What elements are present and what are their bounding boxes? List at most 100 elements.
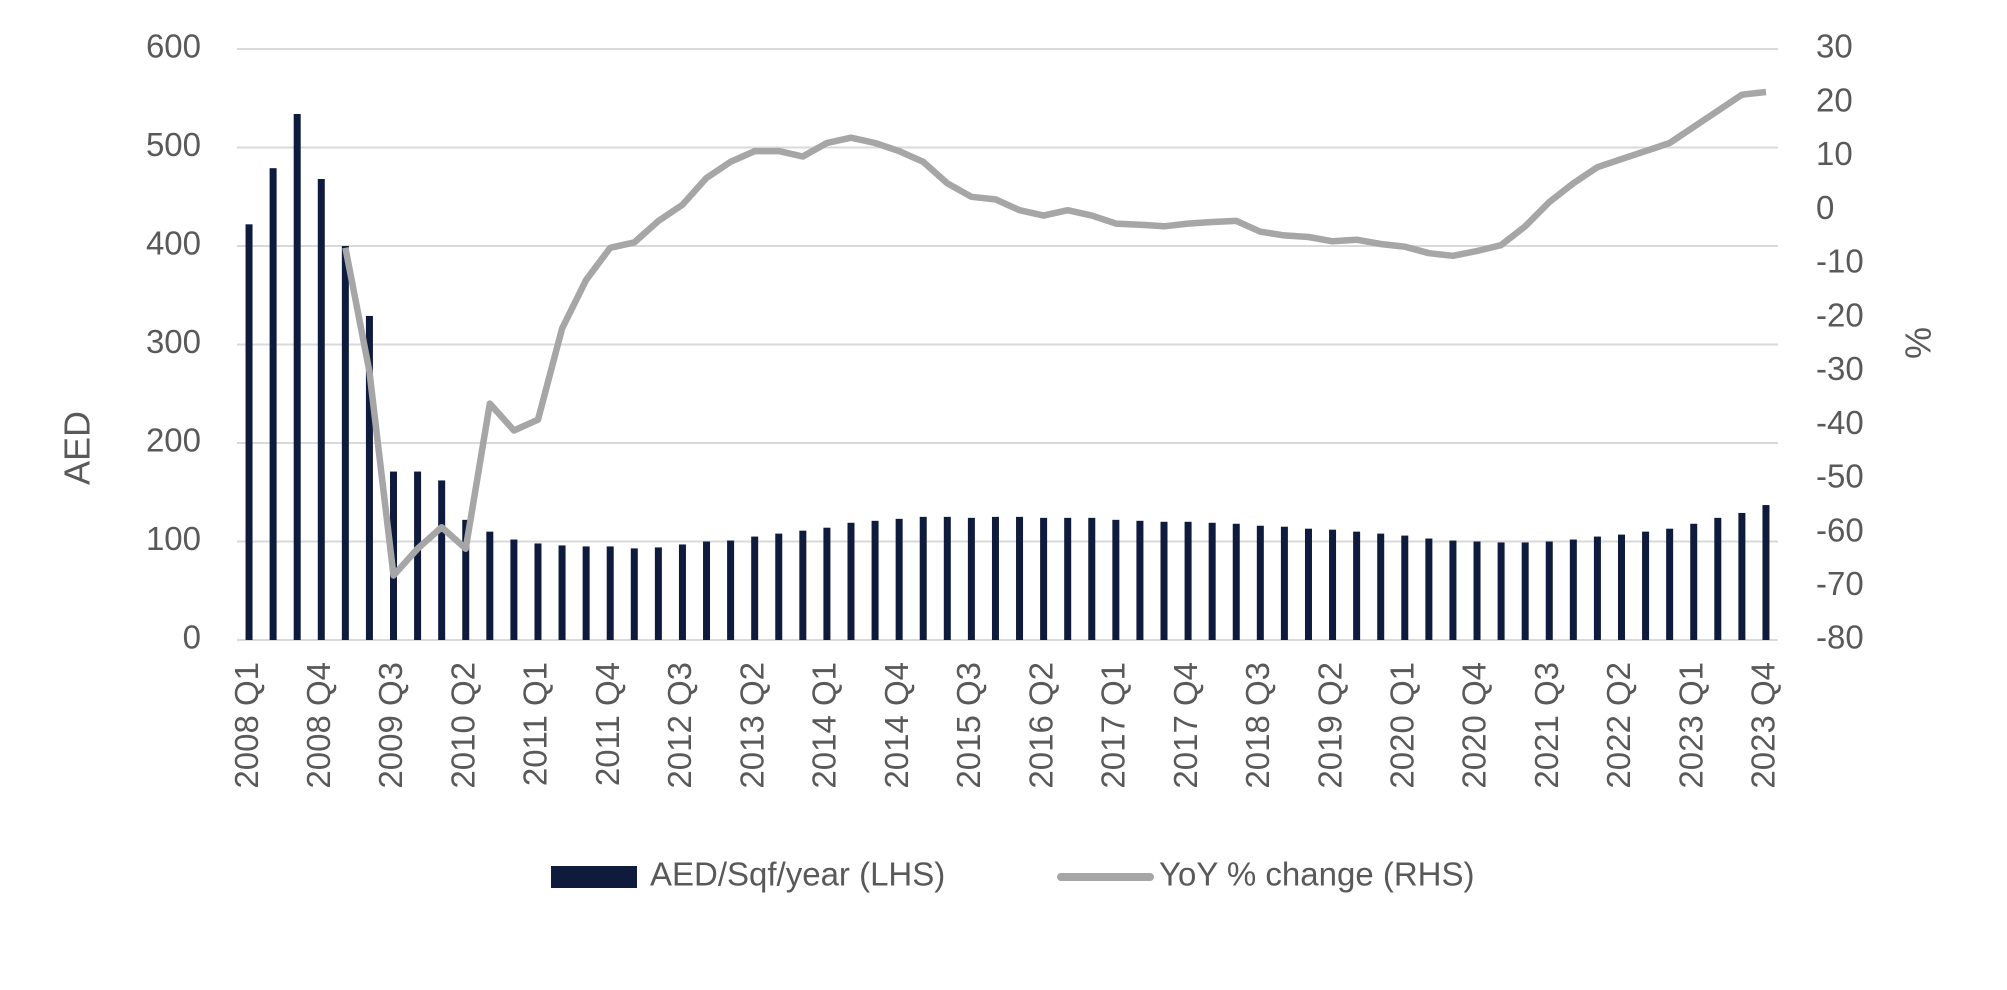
bar [678, 544, 686, 640]
bar [534, 543, 542, 640]
bar [606, 546, 614, 640]
bar [1642, 531, 1650, 640]
bar [703, 541, 711, 640]
bar [269, 168, 277, 640]
x-tick-label: 2023 Q4 [1745, 662, 1782, 789]
y2-tick-label: -80 [1816, 619, 1864, 656]
x-tick-label: 2020 Q1 [1384, 662, 1421, 789]
bar [462, 519, 470, 640]
x-tick-label: 2021 Q3 [1528, 662, 1565, 789]
line [342, 88, 1767, 579]
bar [1040, 517, 1048, 640]
bar [1353, 531, 1361, 640]
x-tick-label: 2011 Q4 [589, 662, 626, 786]
y-axis-label: AED [57, 411, 98, 485]
legend-label: YoY % change (RHS) [1159, 856, 1475, 893]
bar [727, 540, 735, 640]
bar [365, 315, 373, 640]
bar [1593, 536, 1601, 640]
y2-tick-label: 20 [1816, 81, 1853, 118]
bar [510, 539, 518, 640]
bar [943, 516, 951, 640]
x-tick-label: 2019 Q2 [1311, 662, 1348, 789]
bar [654, 547, 662, 640]
bar [1449, 540, 1457, 640]
bar [438, 480, 446, 640]
x-tick-label: 2008 Q1 [228, 662, 265, 789]
bar [1425, 538, 1433, 640]
bar [1521, 542, 1529, 640]
x-tick-label: 2020 Q4 [1456, 662, 1493, 789]
bar [1473, 541, 1481, 640]
x-tick-label: 2022 Q2 [1600, 662, 1637, 789]
x-tick-label: 2010 Q2 [444, 662, 481, 789]
bar [751, 536, 759, 640]
bar [1401, 535, 1409, 640]
bar [1016, 516, 1024, 640]
y-tick-label: 300 [146, 323, 201, 360]
bar [823, 527, 831, 640]
bar [1184, 521, 1192, 640]
y-tick-label: 500 [146, 126, 201, 163]
y2-tick-label: -40 [1816, 404, 1864, 441]
bar [1329, 529, 1337, 640]
legend-swatch [551, 866, 637, 888]
bar [630, 548, 638, 640]
y2-tick-label: 0 [1816, 189, 1834, 226]
bar [895, 518, 903, 640]
bar [1569, 539, 1577, 640]
bar [847, 522, 855, 640]
bar [1377, 533, 1385, 640]
x-tick-label: 2015 Q3 [950, 662, 987, 789]
bar [582, 546, 590, 640]
y2-tick-label: -70 [1816, 565, 1864, 602]
bar [1714, 517, 1722, 640]
y2-tick-label: -30 [1816, 350, 1864, 387]
y2-axis-label: % [1897, 327, 1938, 359]
bar [871, 520, 879, 640]
bar [1497, 542, 1505, 640]
bar [1280, 526, 1288, 640]
y2-tick-label: -60 [1816, 511, 1864, 548]
y-tick-label: 200 [146, 422, 201, 459]
bar [1256, 525, 1264, 640]
bar [1762, 505, 1770, 640]
x-tick-label: 2014 Q1 [806, 662, 843, 789]
x-tick-label: 2008 Q4 [300, 662, 337, 789]
bar [1690, 523, 1698, 640]
bar [245, 224, 253, 640]
bar [317, 179, 325, 640]
y-tick-label: 600 [146, 28, 201, 65]
x-tick-label: 2011 Q1 [517, 662, 554, 786]
bar [1666, 528, 1674, 640]
x-tick-label: 2016 Q2 [1022, 662, 1059, 789]
x-tick-label: 2018 Q3 [1239, 662, 1276, 789]
bar [1738, 512, 1746, 640]
bar [1136, 520, 1144, 640]
x-tick-label: 2013 Q2 [733, 662, 770, 789]
y2-tick-label: -10 [1816, 243, 1864, 280]
bar [1545, 541, 1553, 640]
y2-tick-label: 10 [1816, 135, 1853, 172]
x-tick-label: 2009 Q3 [372, 662, 409, 789]
bar [414, 471, 422, 640]
x-tick-label: 2017 Q4 [1167, 662, 1204, 789]
bar [919, 516, 927, 640]
bar [293, 114, 301, 640]
bar [1304, 528, 1312, 640]
bar [775, 533, 783, 640]
bar [558, 545, 566, 640]
bar [991, 516, 999, 640]
bar [1160, 521, 1168, 640]
x-tick-label: 2012 Q3 [661, 662, 698, 789]
y-tick-label: 400 [146, 225, 201, 262]
bar [1088, 517, 1096, 640]
y-tick-label: 100 [146, 520, 201, 557]
bar [967, 517, 975, 640]
y-tick-label: 0 [183, 619, 201, 656]
bar [1208, 522, 1216, 640]
x-tick-label: 2014 Q4 [878, 662, 915, 789]
bar [1232, 523, 1240, 640]
